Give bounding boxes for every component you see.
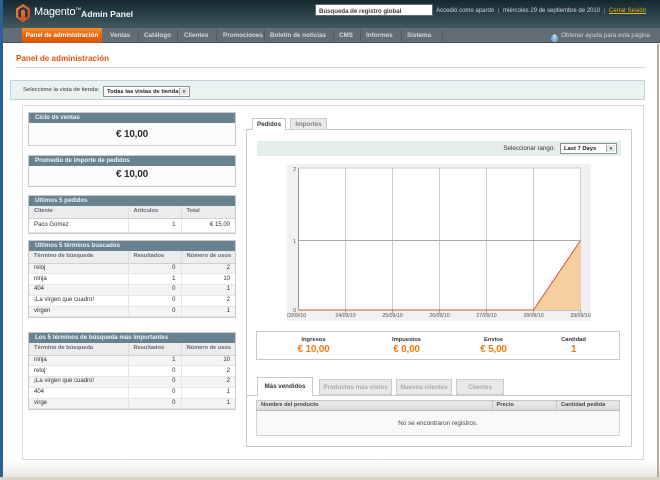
svg-text:0: 0 bbox=[293, 308, 296, 314]
svg-text:1: 1 bbox=[293, 239, 296, 245]
svg-text:23/09/10: 23/09/10 bbox=[287, 313, 306, 319]
svg-text:28/09/10: 28/09/10 bbox=[523, 313, 543, 319]
svg-text:29/09/10: 29/09/10 bbox=[570, 313, 590, 319]
svg-text:26/09/10: 26/09/10 bbox=[429, 313, 449, 319]
svg-text:2: 2 bbox=[293, 167, 296, 173]
svg-text:25/09/10: 25/09/10 bbox=[382, 313, 402, 319]
svg-text:24/09/10: 24/09/10 bbox=[335, 313, 355, 319]
svg-text:27/09/10: 27/09/10 bbox=[476, 313, 496, 319]
